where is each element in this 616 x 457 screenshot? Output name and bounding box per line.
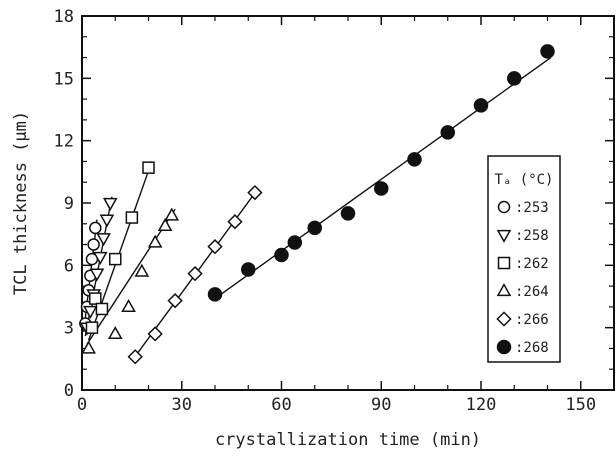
data-point-2-3: [109, 252, 122, 266]
legend-marker-2: [497, 256, 511, 270]
legend: Tₐ (°C) :253 :258 :262 :264 :266 :268: [487, 155, 561, 363]
x-axis-title: crystallization time (min): [215, 430, 481, 450]
x-tick-label: 150: [565, 395, 596, 415]
y-tick-label: 18: [54, 7, 74, 27]
data-point-5-10: [507, 71, 522, 86]
legend-label-2: :262: [515, 256, 549, 272]
data-point-2-0: [85, 321, 99, 334]
data-point-2-1: [89, 292, 102, 305]
y-axis-title: TCL thickness (μm): [11, 111, 31, 295]
data-point-3-0: [81, 340, 96, 354]
fit-line-5: [214, 56, 552, 300]
data-point-5-1: [241, 262, 256, 277]
data-point-5-11: [540, 44, 555, 59]
x-tick-label: 30: [172, 395, 192, 415]
x-tick-label: 120: [466, 395, 497, 415]
data-point-1-1: [82, 305, 98, 319]
fit-line-3: [86, 208, 176, 345]
data-point-4-3: [187, 265, 203, 282]
legend-marker-3: [496, 283, 512, 297]
data-point-3-3: [134, 263, 150, 277]
data-point-2-5: [142, 161, 155, 174]
legend-marker-5: [496, 339, 512, 355]
data-point-1-7: [102, 197, 118, 211]
legend-marker-0: [497, 200, 511, 214]
legend-marker-4: [496, 311, 512, 327]
y-tick-label: 3: [64, 319, 74, 339]
data-point-1-4: [92, 251, 108, 265]
data-point-5-4: [307, 220, 322, 236]
data-point-5-0: [207, 287, 223, 302]
data-point-4-6: [247, 184, 263, 201]
data-point-1-5: [96, 233, 111, 247]
legend-label-1: :258: [515, 228, 549, 244]
data-point-5-2: [274, 247, 289, 263]
legend-title: Tₐ (°C): [494, 172, 553, 188]
data-point-1-3: [89, 268, 105, 282]
data-point-0-5: [87, 238, 100, 251]
y-tick-label: 12: [54, 132, 74, 152]
data-point-4-1: [147, 326, 163, 342]
data-point-2-4: [125, 211, 139, 224]
data-point-1-6: [99, 214, 115, 228]
data-point-5-7: [407, 152, 422, 167]
y-tick-label: 9: [64, 194, 74, 214]
data-point-4-0: [127, 349, 143, 365]
y-tick-label: 0: [64, 381, 74, 401]
data-point-5-5: [340, 206, 356, 221]
data-points: [79, 44, 555, 365]
y-tick-label: 15: [54, 69, 74, 89]
data-point-5-3: [287, 235, 303, 250]
legend-label-3: :264: [515, 284, 549, 300]
x-tick-label: 60: [271, 395, 291, 415]
legend-label-0: :253: [515, 200, 549, 216]
data-point-3-5: [157, 218, 173, 232]
y-tick-label: 6: [64, 256, 74, 276]
data-point-3-6: [164, 207, 180, 221]
legend-label-5: :268: [515, 340, 549, 356]
x-tick-label: 0: [77, 395, 87, 415]
data-point-3-2: [121, 299, 136, 313]
data-point-2-2: [95, 302, 109, 316]
x-tick-label: 90: [371, 395, 391, 415]
tick-labels: 0 30 60 90 120 150 0 3 6 9 12 15 18: [54, 7, 597, 415]
legend-label-4: :266: [515, 312, 549, 328]
data-point-4-4: [207, 238, 223, 255]
data-point-4-5: [227, 214, 243, 230]
data-point-3-1: [107, 326, 123, 340]
data-point-5-9: [473, 98, 489, 113]
data-point-4-2: [167, 292, 183, 309]
data-point-0-6: [89, 221, 102, 235]
data-point-5-6: [374, 181, 389, 196]
data-point-3-4: [147, 234, 163, 248]
data-point-5-8: [440, 125, 455, 140]
legend-marker-1: [496, 229, 512, 243]
